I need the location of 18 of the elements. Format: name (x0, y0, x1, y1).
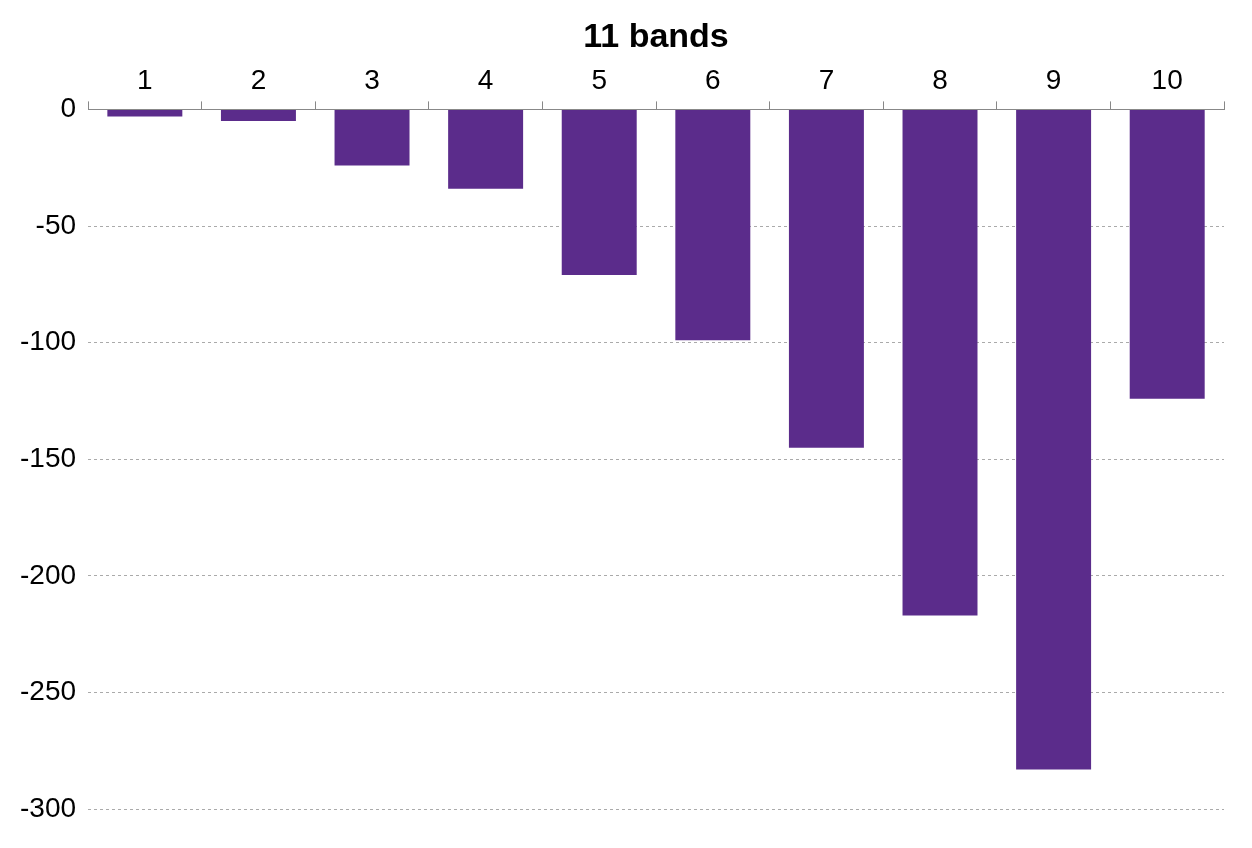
y-tick-label: -150 (19, 442, 77, 474)
x-tick-label: 9 (1045, 64, 1062, 96)
x-tick-label: 1 (137, 64, 153, 96)
x-tick-label: 5 (591, 64, 608, 96)
x-tick-label: 2 (250, 64, 267, 96)
x-tick-label: 4 (477, 64, 494, 96)
y-tick-label: -300 (19, 791, 77, 823)
y-tick-label: -50 (35, 208, 77, 240)
x-axis-title: 11 bands (583, 15, 729, 54)
x-tick-label: 6 (705, 64, 721, 96)
x-tick-label: 10 (1151, 64, 1183, 96)
y-tick-label: -250 (19, 675, 77, 707)
x-tick-label: 3 (364, 64, 380, 96)
y-tick-label: -200 (19, 558, 77, 590)
x-tick-label: 8 (932, 64, 948, 96)
y-tick-label: -100 (19, 325, 77, 357)
y-tick-label: 0 (60, 92, 77, 124)
x-tick-label: 7 (818, 64, 835, 96)
